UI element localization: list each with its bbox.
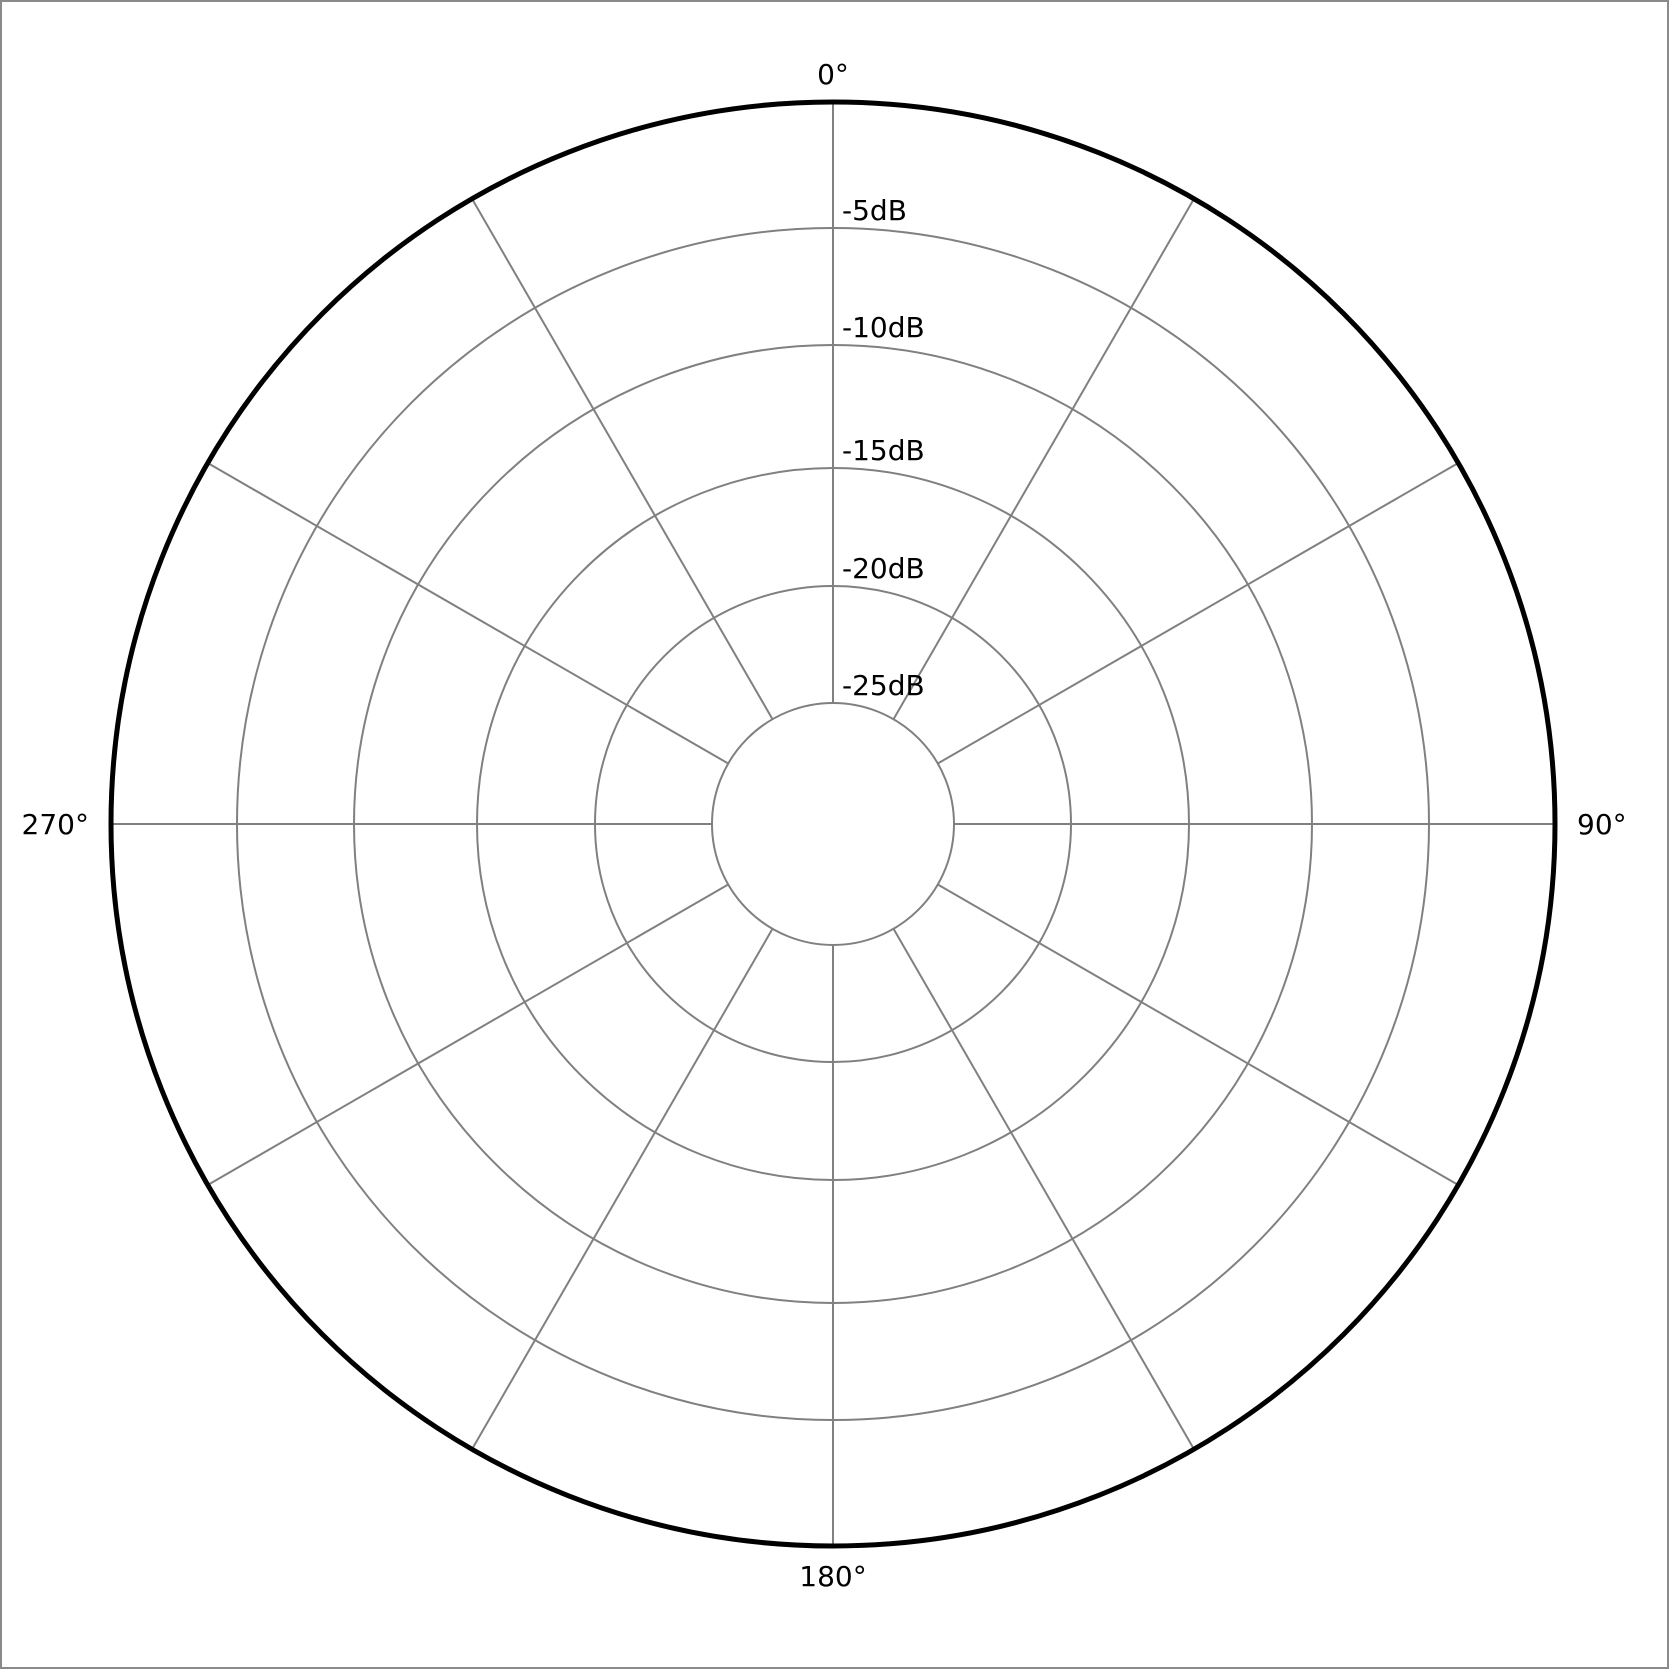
spoke-330: [471, 198, 774, 720]
spoke-300: [207, 462, 729, 765]
radial-tick-label: -25dB: [842, 669, 925, 702]
spoke-30: [892, 198, 1195, 720]
radial-tick-label: -5dB: [842, 194, 907, 227]
grid-ring: [711, 702, 955, 946]
grid-ring: [236, 227, 1430, 1421]
radial-tick-label: -15dB: [842, 434, 925, 467]
angular-tick-label: 0°: [817, 58, 849, 91]
spoke-60: [937, 462, 1459, 765]
spoke-120: [937, 883, 1459, 1186]
spoke-150: [892, 928, 1195, 1450]
radial-tick-label: -10dB: [842, 311, 925, 344]
grid-ring: [353, 344, 1313, 1304]
angular-tick-label: 90°: [1577, 808, 1627, 841]
angular-tick-label: 270°: [22, 808, 89, 841]
spoke-210: [471, 928, 774, 1450]
angular-tick-label: 180°: [799, 1560, 866, 1593]
spoke-240: [207, 883, 729, 1186]
outer-ring: [108, 99, 1558, 1549]
grid-ring: [594, 585, 1072, 1063]
radial-tick-label: -20dB: [842, 552, 925, 585]
grid-ring: [476, 467, 1190, 1181]
